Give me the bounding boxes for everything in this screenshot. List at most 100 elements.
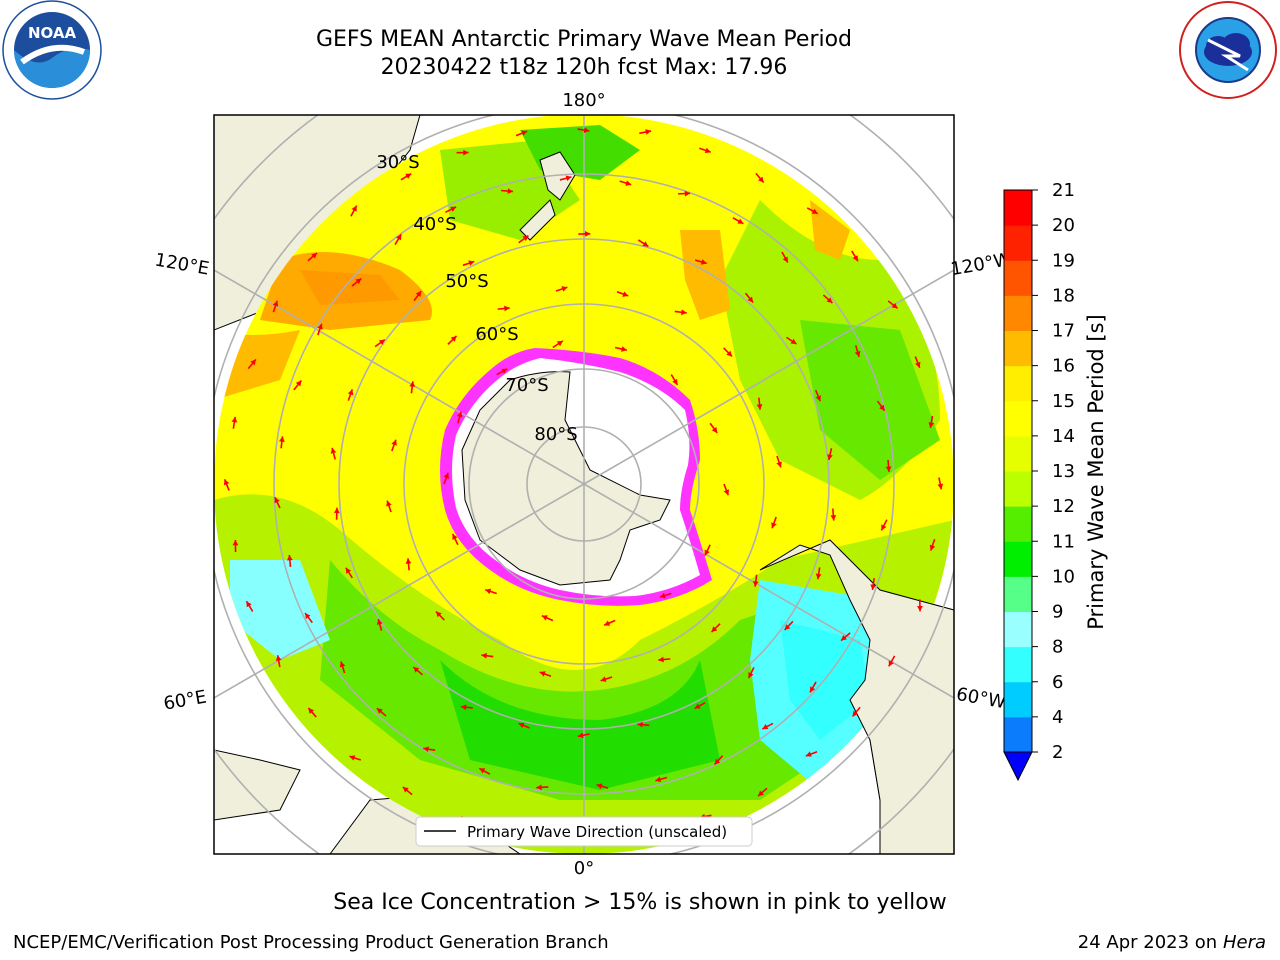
- wave-arrow-head: [333, 507, 340, 514]
- colorbar-segment: [1004, 576, 1032, 612]
- wave-arrow-head: [402, 787, 409, 793]
- lat-label-40s: 40°S: [413, 214, 456, 235]
- wave-arrow-head: [561, 286, 568, 292]
- wave-arrow-head: [507, 188, 514, 194]
- antarctica: [440, 348, 712, 606]
- colorbar-tick-label: 20: [1052, 215, 1075, 236]
- wave-arrow-head: [481, 652, 487, 659]
- chart-subtitle: 20230422 t18z 120h fcst Max: 17.96: [380, 55, 788, 80]
- wave-arrow-head: [347, 389, 354, 396]
- wave-arrow-head: [405, 173, 412, 179]
- wave-arrow-head: [782, 256, 788, 263]
- colorbar-segment: [1004, 646, 1032, 683]
- wave-arrow-head: [556, 340, 563, 347]
- footer-date: 24 Apr 2023 on Hera: [1078, 932, 1266, 953]
- colorbar-extend-triangle: [1003, 751, 1033, 782]
- wave-arrow-head: [415, 291, 422, 297]
- chart-title: GEFS MEAN Antarctic Primary Wave Mean Pe…: [315, 27, 853, 52]
- wave-arrow-head: [870, 584, 877, 590]
- wave-arrow-head: [330, 447, 337, 454]
- colorbar-tick-label: 11: [1052, 531, 1075, 552]
- colorbar-segment: [1004, 681, 1032, 718]
- colorbar-tick-label: 13: [1052, 461, 1075, 482]
- wave-arrow-head: [351, 205, 357, 212]
- wave-arrow-head: [815, 395, 821, 402]
- wave-arrow-head: [771, 522, 777, 529]
- colorbar-tick-label: 21: [1052, 180, 1075, 201]
- wave-arrow-head: [522, 235, 529, 242]
- wave-arrow-head: [376, 619, 383, 625]
- colorbar-segment: [1004, 190, 1032, 226]
- colorbar-tick-label: 17: [1052, 321, 1075, 342]
- wave-arrow-head: [723, 489, 730, 496]
- wave-arrow-head: [463, 149, 469, 156]
- wave-arrow-head: [386, 500, 392, 507]
- lon-label-120e: 120°E: [153, 249, 211, 279]
- wave-arrow-head: [854, 351, 861, 357]
- wave-arrow-head: [642, 241, 649, 247]
- graticule: [214, 115, 954, 854]
- wave-arrow-head: [672, 378, 678, 385]
- wave-arrow-head: [852, 255, 858, 262]
- wave-arrow-head: [704, 549, 710, 556]
- noaa-logo-text: NOAA: [28, 24, 77, 42]
- wave-arrow-head: [700, 259, 707, 265]
- wave-arrow-head: [811, 208, 818, 214]
- wave-arrow-head: [815, 573, 822, 580]
- wave-arrow-head: [711, 626, 718, 633]
- footer-date-text: 24 Apr 2023 on: [1077, 932, 1223, 953]
- colorbar-segment: [1004, 225, 1032, 261]
- wave-arrow-head: [518, 722, 525, 729]
- colorbar-segment: [1004, 260, 1032, 296]
- wave-arrow-head: [655, 776, 662, 783]
- wave-arrow-head: [536, 784, 542, 791]
- wave-arrow-head: [937, 483, 944, 490]
- wave-arrow-head: [659, 592, 666, 599]
- wave-arrow-head: [349, 755, 356, 761]
- lat-label-50s: 50°S: [445, 271, 488, 292]
- wave-arrow-head: [485, 588, 492, 595]
- colorbar-segment: [1004, 716, 1032, 753]
- wave-arrow-head: [711, 427, 718, 433]
- colorbar-tick-label: 18: [1052, 285, 1075, 306]
- wave-arrow-head: [604, 620, 611, 626]
- wave-arrow-head: [752, 581, 759, 587]
- wave-arrow-head: [409, 381, 416, 387]
- wave-arrow-head: [452, 533, 458, 540]
- colorbar-segment: [1004, 611, 1032, 648]
- wave-arrow-head: [275, 655, 282, 661]
- colorbar-segment: [1004, 541, 1032, 577]
- wave-arrow-head: [694, 703, 701, 709]
- map-frame: [213, 114, 955, 855]
- legend: Primary Wave Direction (unscaled): [415, 816, 753, 847]
- continents: [519, 151, 954, 854]
- wave-arrow-head: [413, 667, 420, 673]
- colorbar-tick-label: 2: [1052, 742, 1063, 763]
- wave-arrow-head: [928, 422, 935, 428]
- wave-arrow-head: [435, 611, 442, 618]
- wave-arrow-head: [355, 278, 362, 285]
- wave-arrow-head: [456, 411, 463, 418]
- footer-branch: NCEP/EMC/Verification Post Processing Pr…: [13, 932, 609, 953]
- wave-arrow-head: [747, 296, 754, 303]
- colorbar-tick-label: 16: [1052, 356, 1075, 377]
- wave-arrow-head: [246, 601, 252, 608]
- wave-arrow-head: [279, 436, 285, 442]
- wave-arrow-head: [737, 218, 744, 224]
- wave-arrow-head: [809, 686, 816, 693]
- wave-arrow-head: [521, 130, 528, 136]
- wave-arrow-head: [756, 404, 763, 410]
- wave-arrow-head: [460, 704, 467, 711]
- wave-arrow-head: [250, 359, 256, 366]
- wave-arrow-head: [311, 252, 318, 259]
- colorbar-segment: [1004, 295, 1032, 331]
- wave-arrow-head: [790, 338, 797, 345]
- wave-arrow-head: [596, 783, 603, 789]
- colorbar-segment: [1004, 471, 1032, 507]
- wave-arrow-head: [776, 461, 782, 468]
- lat-label-60s: 60°S: [475, 324, 518, 345]
- wave-arrow-head: [658, 656, 664, 663]
- lat-label-70s: 70°S: [505, 375, 548, 396]
- wave-direction-arrows: [223, 127, 944, 842]
